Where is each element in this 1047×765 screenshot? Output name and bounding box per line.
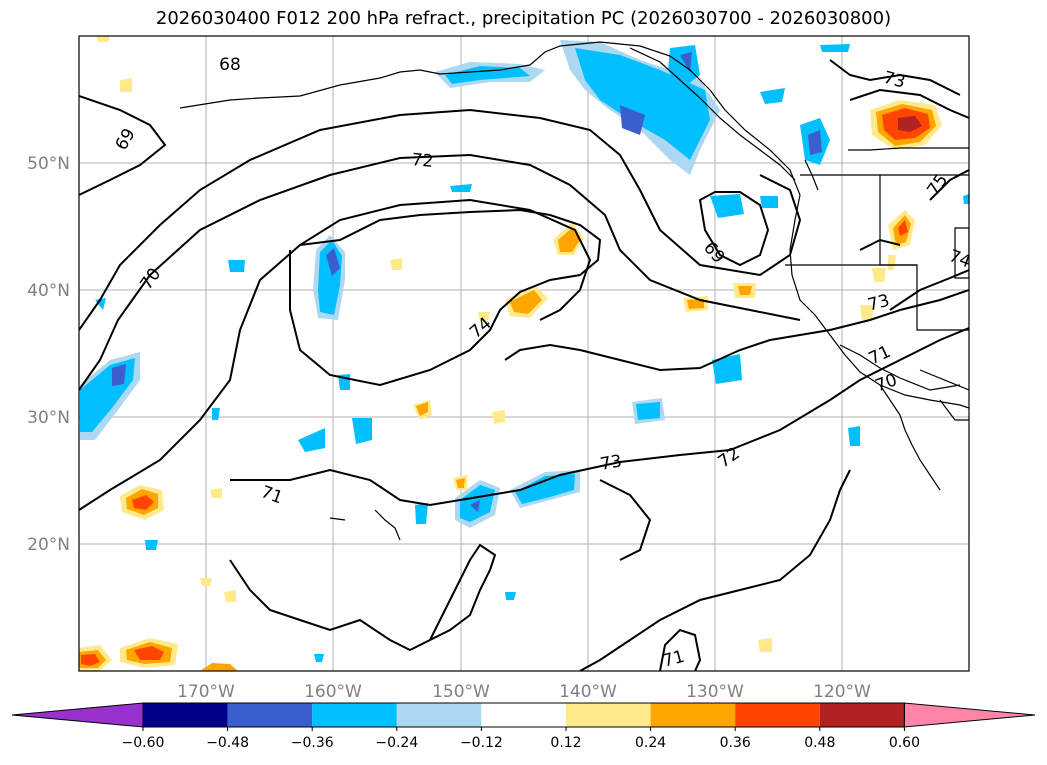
lon-label: 140°W bbox=[559, 682, 617, 702]
contour-label: 73 bbox=[599, 451, 624, 474]
colorbar-segment bbox=[227, 703, 313, 727]
colorbar-tick-label: −0.24 bbox=[375, 735, 418, 751]
colorbar-segment bbox=[143, 703, 228, 727]
colorbar-outline bbox=[142, 702, 905, 728]
latitude-labels: 50°N 40°N 30°N 20°N bbox=[27, 154, 70, 555]
colorbar-segment bbox=[481, 703, 566, 727]
colorbar-segment bbox=[396, 703, 482, 727]
colorbar-segment bbox=[735, 703, 820, 727]
colorbar-segment bbox=[566, 703, 651, 727]
colorbar-tick-label: 0.36 bbox=[720, 735, 751, 751]
colorbar-extend-min bbox=[11, 702, 144, 728]
lon-label: 130°W bbox=[686, 682, 744, 702]
contour-label: 71 bbox=[661, 647, 687, 672]
lat-label: 50°N bbox=[27, 154, 70, 174]
contour-label: 72 bbox=[411, 150, 434, 172]
precip-negative-patches bbox=[80, 40, 969, 662]
colorbar: −0.60 −0.48 −0.36 −0.24 −0.12 0.12 0.24 0.36 0.4… bbox=[11, 702, 1036, 751]
lat-label: 40°N bbox=[27, 281, 70, 301]
lat-label: 30°N bbox=[27, 408, 70, 428]
colorbar-segment bbox=[312, 703, 397, 727]
colorbar-tick-label: −0.60 bbox=[122, 735, 165, 751]
precip-positive-patches bbox=[79, 36, 942, 671]
colorbar-segment bbox=[650, 703, 736, 727]
colorbar-tick-label: −0.48 bbox=[206, 735, 249, 751]
map-frame bbox=[78, 35, 970, 672]
lon-label: 150°W bbox=[432, 682, 490, 702]
colorbar-tick-label: −0.36 bbox=[291, 735, 334, 751]
map-area bbox=[79, 36, 969, 671]
lon-label: 120°W bbox=[813, 682, 871, 702]
colorbar-tick-label: 0.48 bbox=[804, 735, 835, 751]
contour-label: 74 bbox=[946, 246, 973, 272]
lon-label: 160°W bbox=[304, 682, 362, 702]
colorbar-tick-label: 0.60 bbox=[889, 735, 920, 751]
colorbar-tick-label: −0.12 bbox=[460, 735, 503, 751]
colorbar-extend-max bbox=[903, 702, 1036, 728]
lon-label: 170°W bbox=[177, 682, 235, 702]
colorbar-tick-label: 0.12 bbox=[550, 735, 581, 751]
contour-label: 68 bbox=[219, 55, 241, 75]
longitude-labels: 170°W 160°W 150°W 140°W 130°W 120°W bbox=[177, 682, 871, 702]
colorbar-tick-label: 0.24 bbox=[635, 735, 666, 751]
lat-label: 20°N bbox=[27, 535, 70, 555]
map-title: 2026030400 F012 200 hPa refract., precip… bbox=[155, 8, 892, 29]
refractivity-contours bbox=[79, 59, 969, 671]
colorbar-segment bbox=[819, 703, 905, 727]
coastlines bbox=[179, 41, 969, 541]
